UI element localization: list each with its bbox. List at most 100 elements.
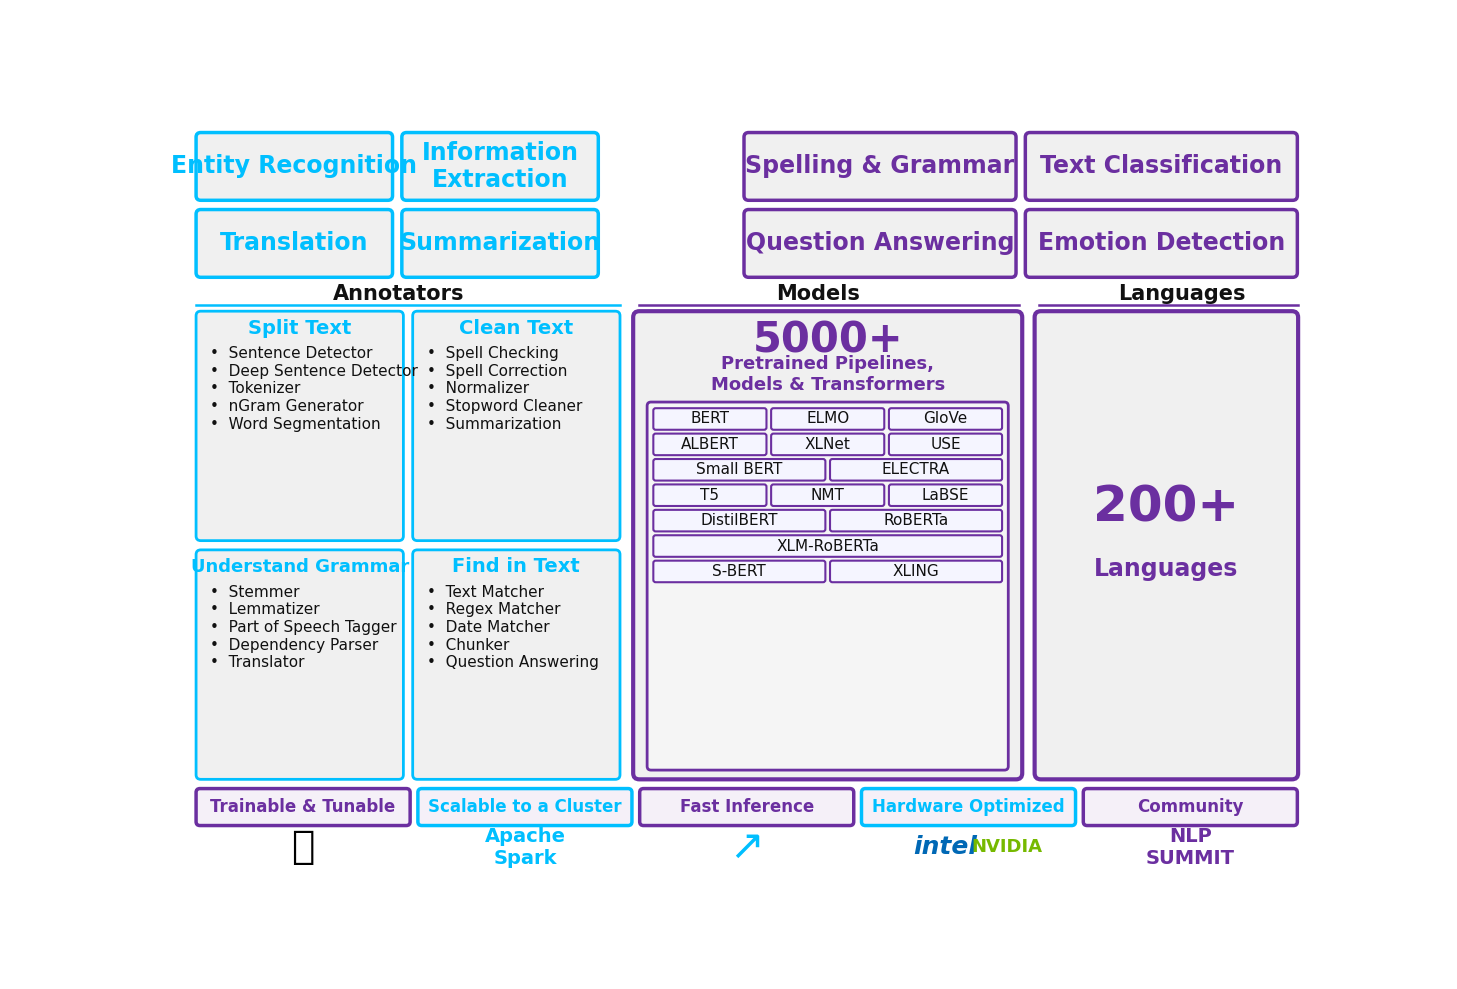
Text: RoBERTa: RoBERTa: [883, 513, 949, 528]
Text: •  Spell Correction: • Spell Correction: [427, 364, 567, 379]
FancyBboxPatch shape: [771, 408, 884, 430]
Text: Summarization: Summarization: [399, 231, 600, 255]
Text: Find in Text: Find in Text: [453, 558, 580, 577]
Text: Text Classification: Text Classification: [1040, 154, 1282, 178]
Text: T5: T5: [701, 488, 720, 502]
FancyBboxPatch shape: [889, 433, 1002, 455]
Text: Languages: Languages: [1118, 284, 1246, 305]
Text: Split Text: Split Text: [248, 318, 351, 337]
FancyBboxPatch shape: [771, 433, 884, 455]
Text: •  Summarization: • Summarization: [427, 416, 561, 431]
FancyBboxPatch shape: [861, 788, 1075, 826]
FancyBboxPatch shape: [653, 510, 825, 531]
FancyBboxPatch shape: [197, 312, 404, 541]
FancyBboxPatch shape: [889, 485, 1002, 506]
FancyBboxPatch shape: [653, 408, 766, 430]
Text: ELECTRA: ELECTRA: [881, 462, 950, 478]
FancyBboxPatch shape: [1084, 788, 1297, 826]
Text: •  nGram Generator: • nGram Generator: [210, 399, 364, 414]
Text: •  Tokenizer: • Tokenizer: [210, 381, 300, 397]
FancyBboxPatch shape: [653, 561, 825, 583]
FancyBboxPatch shape: [647, 403, 1008, 770]
Text: •  Sentence Detector: • Sentence Detector: [210, 346, 373, 361]
FancyBboxPatch shape: [653, 459, 825, 481]
Text: Emotion Detection: Emotion Detection: [1037, 231, 1285, 255]
FancyBboxPatch shape: [640, 788, 854, 826]
FancyBboxPatch shape: [412, 312, 621, 541]
FancyBboxPatch shape: [830, 510, 1002, 531]
Text: Question Answering: Question Answering: [746, 231, 1014, 255]
FancyBboxPatch shape: [745, 210, 1016, 277]
FancyBboxPatch shape: [653, 535, 1002, 557]
Text: •  Stopword Cleaner: • Stopword Cleaner: [427, 399, 581, 414]
Text: Hardware Optimized: Hardware Optimized: [873, 798, 1065, 816]
Text: Community: Community: [1136, 798, 1244, 816]
FancyBboxPatch shape: [653, 433, 766, 455]
Text: 🧠: 🧠: [291, 828, 315, 866]
Text: Understand Grammar: Understand Grammar: [191, 558, 409, 576]
Text: •  Spell Checking: • Spell Checking: [427, 346, 558, 361]
FancyBboxPatch shape: [197, 550, 404, 779]
Text: ↗: ↗: [730, 826, 763, 868]
Text: ELMO: ELMO: [806, 411, 849, 426]
Text: •  Translator: • Translator: [210, 656, 305, 671]
Text: intel: intel: [914, 835, 978, 859]
FancyBboxPatch shape: [197, 210, 392, 277]
Text: •  Stemmer: • Stemmer: [210, 584, 300, 599]
FancyBboxPatch shape: [889, 408, 1002, 430]
FancyBboxPatch shape: [830, 561, 1002, 583]
FancyBboxPatch shape: [197, 133, 392, 201]
Text: Entity Recognition: Entity Recognition: [172, 154, 417, 178]
Text: Information
Extraction: Information Extraction: [421, 140, 578, 192]
Text: •  Date Matcher: • Date Matcher: [427, 620, 549, 635]
Text: NVIDIA: NVIDIA: [972, 838, 1043, 856]
Text: GloVe: GloVe: [924, 411, 967, 426]
FancyBboxPatch shape: [1034, 312, 1298, 779]
FancyBboxPatch shape: [197, 788, 409, 826]
Text: Annotators: Annotators: [334, 284, 465, 305]
FancyBboxPatch shape: [412, 550, 621, 779]
FancyBboxPatch shape: [830, 459, 1002, 481]
Text: Scalable to a Cluster: Scalable to a Cluster: [428, 798, 622, 816]
Text: •  Chunker: • Chunker: [427, 638, 508, 653]
Text: Languages: Languages: [1094, 557, 1238, 581]
Text: Clean Text: Clean Text: [459, 318, 574, 337]
Text: •  Word Segmentation: • Word Segmentation: [210, 416, 380, 431]
Text: Pretrained Pipelines,
Models & Transformers: Pretrained Pipelines, Models & Transform…: [711, 355, 944, 394]
Text: •  Regex Matcher: • Regex Matcher: [427, 602, 559, 617]
Text: DistilBERT: DistilBERT: [701, 513, 778, 528]
Text: •  Dependency Parser: • Dependency Parser: [210, 638, 379, 653]
Text: BERT: BERT: [691, 411, 730, 426]
Text: XLING: XLING: [893, 564, 940, 579]
Text: S-BERT: S-BERT: [712, 564, 766, 579]
Text: Spelling & Grammar: Spelling & Grammar: [746, 154, 1014, 178]
FancyBboxPatch shape: [653, 485, 766, 506]
Text: •  Deep Sentence Detector: • Deep Sentence Detector: [210, 364, 418, 379]
Text: •  Question Answering: • Question Answering: [427, 656, 599, 671]
Text: USE: USE: [930, 437, 960, 452]
FancyBboxPatch shape: [745, 133, 1016, 201]
Text: XLM-RoBERTa: XLM-RoBERTa: [777, 539, 879, 554]
Text: Apache
Spark: Apache Spark: [484, 827, 565, 867]
Text: Fast Inference: Fast Inference: [679, 798, 814, 816]
Text: NMT: NMT: [810, 488, 845, 502]
Text: NLP
SUMMIT: NLP SUMMIT: [1145, 827, 1236, 867]
Text: •  Part of Speech Tagger: • Part of Speech Tagger: [210, 620, 396, 635]
Text: Small BERT: Small BERT: [696, 462, 782, 478]
Text: 200+: 200+: [1093, 484, 1240, 532]
FancyBboxPatch shape: [771, 485, 884, 506]
Text: XLNet: XLNet: [804, 437, 851, 452]
Text: Models: Models: [775, 284, 860, 305]
FancyBboxPatch shape: [634, 312, 1023, 779]
Text: 5000+: 5000+: [752, 319, 903, 361]
FancyBboxPatch shape: [1026, 133, 1297, 201]
Text: Translation: Translation: [220, 231, 369, 255]
FancyBboxPatch shape: [1026, 210, 1297, 277]
Text: •  Normalizer: • Normalizer: [427, 381, 529, 397]
FancyBboxPatch shape: [402, 133, 599, 201]
Text: ALBERT: ALBERT: [680, 437, 739, 452]
Text: LaBSE: LaBSE: [922, 488, 969, 502]
Text: Trainable & Tunable: Trainable & Tunable: [210, 798, 396, 816]
Text: •  Text Matcher: • Text Matcher: [427, 584, 543, 599]
FancyBboxPatch shape: [402, 210, 599, 277]
